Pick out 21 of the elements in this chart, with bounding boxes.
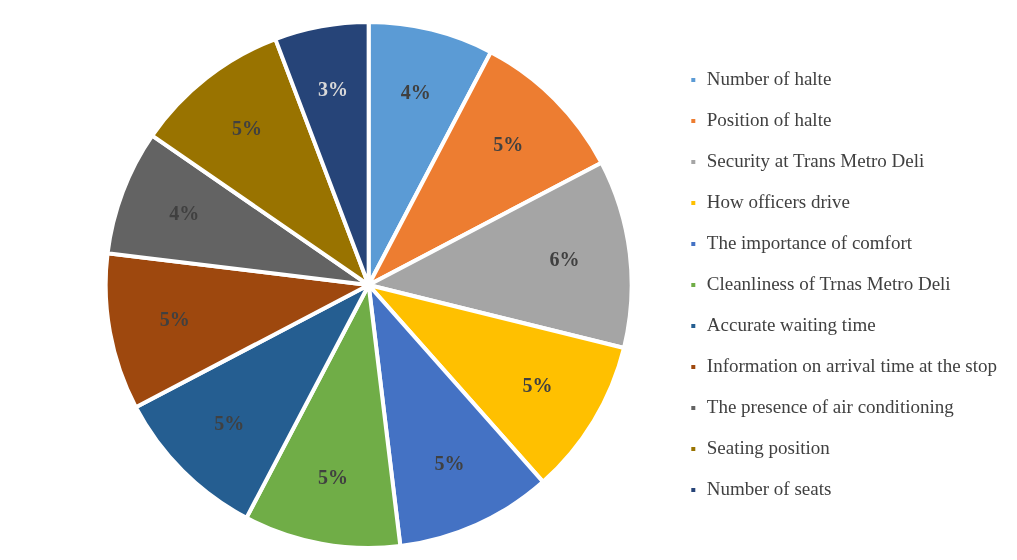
data-label: 5% — [232, 116, 262, 139]
legend-label: Number of seats — [706, 477, 832, 499]
legend-label: Security at Trans Metro Deli — [706, 149, 925, 171]
data-label: 5% — [434, 452, 465, 475]
legend-label: Seating position — [706, 436, 831, 458]
data-label: 5% — [318, 466, 349, 489]
data-label: 5% — [214, 411, 245, 434]
legend-label: How officers drive — [706, 190, 850, 212]
data-label: 5% — [522, 374, 553, 397]
legend-label: The importance of comfort — [706, 231, 913, 253]
legend-label: Number of halte — [706, 67, 832, 89]
legend-label: Accurate waiting time — [706, 313, 876, 335]
data-label: 6% — [549, 248, 580, 271]
data-label: 4% — [400, 80, 431, 103]
data-label: 5% — [493, 132, 524, 155]
legend-label: The presence of air conditioning — [706, 395, 955, 417]
legend-label: Information on arrival time at the stop — [706, 354, 998, 376]
legend-label: Cleanliness of Trnas Metro Deli — [706, 272, 951, 294]
legend-label: Position of halte — [706, 108, 832, 130]
data-label: 3% — [318, 78, 349, 101]
data-label: 5% — [159, 307, 190, 330]
